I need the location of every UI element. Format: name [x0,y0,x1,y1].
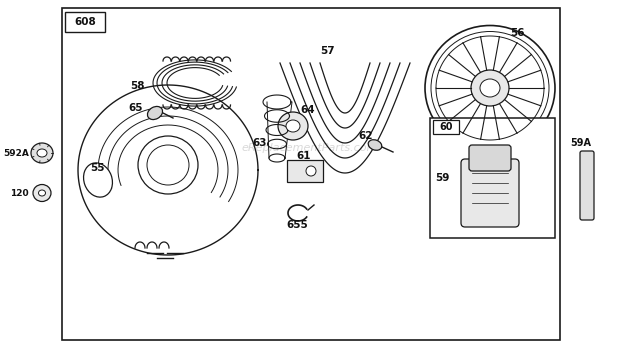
FancyBboxPatch shape [287,160,323,182]
Ellipse shape [33,184,51,202]
Ellipse shape [368,140,382,150]
Text: 608: 608 [74,17,96,27]
Text: 59A: 59A [570,138,591,148]
Ellipse shape [37,149,47,157]
Text: 592A: 592A [3,149,29,158]
FancyBboxPatch shape [65,12,105,32]
Ellipse shape [147,145,189,185]
Text: eReplacementParts.com: eReplacementParts.com [242,143,378,153]
Ellipse shape [278,112,308,140]
FancyBboxPatch shape [430,118,555,238]
FancyBboxPatch shape [433,120,459,134]
Ellipse shape [138,136,198,194]
Text: 62: 62 [358,131,373,141]
FancyBboxPatch shape [580,151,594,220]
Circle shape [306,166,316,176]
Text: 59: 59 [435,173,449,183]
FancyBboxPatch shape [461,159,519,227]
Text: 63: 63 [252,138,267,148]
Text: 64: 64 [300,105,314,115]
Ellipse shape [148,106,162,120]
Ellipse shape [38,190,45,196]
Text: 57: 57 [320,46,335,56]
Ellipse shape [431,32,549,145]
Text: 55: 55 [90,163,105,173]
FancyBboxPatch shape [469,145,511,171]
Text: 120: 120 [10,189,29,198]
Ellipse shape [286,120,300,132]
Ellipse shape [425,25,555,150]
Text: 56: 56 [510,28,525,38]
Ellipse shape [84,163,112,197]
Text: 58: 58 [130,81,144,91]
Text: 60: 60 [439,122,453,132]
Text: 655: 655 [286,220,308,230]
Ellipse shape [471,70,509,106]
Ellipse shape [480,79,500,97]
Ellipse shape [31,143,53,163]
Text: 65: 65 [128,103,143,113]
Text: 61: 61 [296,151,311,161]
